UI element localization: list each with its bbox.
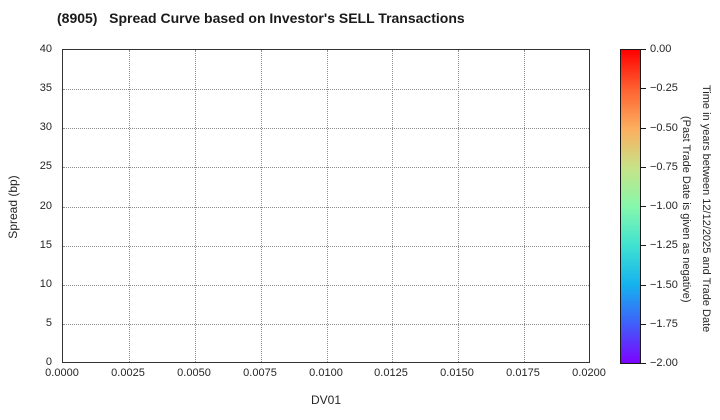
y-gridline: [63, 246, 589, 247]
y-tick-label: 0: [45, 356, 52, 368]
colorbar-tick-label: −0.75: [650, 161, 678, 173]
x-axis-label: DV01: [310, 393, 342, 407]
x-tick-label: 0.0175: [506, 367, 540, 379]
y-gridline: [63, 285, 589, 286]
x-tick-label: 0.0050: [177, 367, 211, 379]
colorbar-tick: [641, 285, 646, 286]
x-gridline: [261, 50, 262, 362]
y-gridline: [63, 89, 589, 90]
y-gridline: [63, 167, 589, 168]
colorbar-gradient: [620, 49, 641, 364]
x-gridline: [195, 50, 196, 362]
plot-area: [62, 49, 590, 363]
x-gridline: [458, 50, 459, 362]
y-tick-label: 20: [39, 200, 52, 212]
colorbar-label-line1: Time in years between 12/12/2025 and Tra…: [700, 85, 712, 333]
colorbar-tick-label: −2.00: [650, 357, 678, 369]
x-tick-label: 0.0125: [374, 367, 408, 379]
x-tick-label: 0.0000: [45, 367, 79, 379]
y-tick-label: 25: [39, 160, 52, 172]
x-gridline: [524, 50, 525, 362]
y-gridline: [63, 128, 589, 129]
colorbar-tick: [641, 167, 646, 168]
y-tick-label: 30: [39, 121, 52, 133]
colorbar-tick-label: −1.50: [650, 279, 678, 291]
y-tick-label: 10: [39, 278, 52, 290]
colorbar-tick-label: −0.25: [650, 82, 678, 94]
colorbar-tick: [641, 206, 646, 207]
colorbar-label-line2: (Past Trade Date is given as negative): [680, 115, 692, 303]
colorbar-tick-label: 0.00: [650, 43, 672, 55]
colorbar-tick: [641, 128, 646, 129]
x-tick-label: 0.0100: [309, 367, 343, 379]
x-gridline: [327, 50, 328, 362]
colorbar-tick-label: −1.25: [650, 239, 678, 251]
colorbar-tick-label: −0.50: [650, 122, 678, 134]
x-tick-label: 0.0150: [440, 367, 474, 379]
colorbar-label: Time in years between 12/12/2025 and Tra…: [676, 44, 716, 374]
colorbar-tick-label: −1.75: [650, 318, 678, 330]
x-tick-label: 0.0200: [572, 367, 606, 379]
colorbar-tick: [641, 88, 646, 89]
y-tick-label: 5: [45, 317, 52, 329]
x-tick-label: 0.0075: [243, 367, 277, 379]
y-gridline: [63, 324, 589, 325]
y-tick-label: 40: [39, 43, 52, 55]
x-gridline: [392, 50, 393, 362]
y-tick-label: 15: [39, 239, 52, 251]
colorbar-tick: [641, 324, 646, 325]
colorbar-tick: [641, 363, 646, 364]
chart-title: (8905) Spread Curve based on Investor's …: [57, 10, 465, 26]
y-gridline: [63, 207, 589, 208]
colorbar-tick: [641, 49, 646, 50]
colorbar-tick-label: −1.00: [650, 200, 678, 212]
y-tick-label: 35: [39, 82, 52, 94]
x-gridline: [129, 50, 130, 362]
x-tick-label: 0.0025: [111, 367, 145, 379]
colorbar-tick: [641, 245, 646, 246]
